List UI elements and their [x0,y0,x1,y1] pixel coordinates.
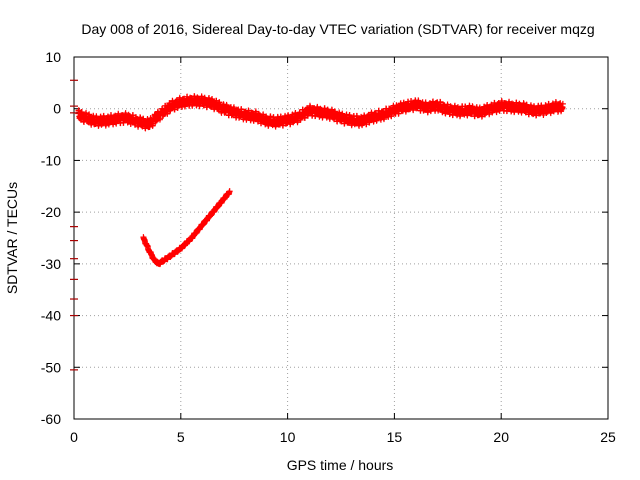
plot-area-border [73,56,609,420]
data-point [559,100,566,107]
series-v-track [140,188,233,268]
x-tick-label: 0 [70,429,78,445]
y-tick-label: 0 [53,101,61,117]
x-tick-label: 15 [387,429,403,445]
y-tick-label: -40 [41,308,61,324]
y-tick-label: -30 [41,256,61,272]
y-tick-label: -60 [41,411,61,427]
series-main-track [75,93,566,132]
y-tick-label: 10 [45,49,61,65]
chart-title: Day 008 of 2016, Sidereal Day-to-day VTE… [81,21,594,37]
y-tick-label: -20 [41,204,61,220]
x-axis-label: GPS time / hours [287,457,394,473]
data-point [226,188,233,195]
y-tick-label: -50 [41,359,61,375]
tick-labels: 0 5 10 15 20 25 10 0 -10 -20 -30 -40 -50 -60 [41,49,616,445]
series-edge-markers [70,79,78,371]
x-tick-label: 20 [493,429,509,445]
x-tick-label: 10 [280,429,296,445]
x-tick-label: 5 [177,429,185,445]
x-tick-label: 25 [600,429,616,445]
data-points [70,79,566,371]
y-axis-label: SDTVAR / TECUs [4,182,20,294]
y-tick-label: -10 [41,152,61,168]
